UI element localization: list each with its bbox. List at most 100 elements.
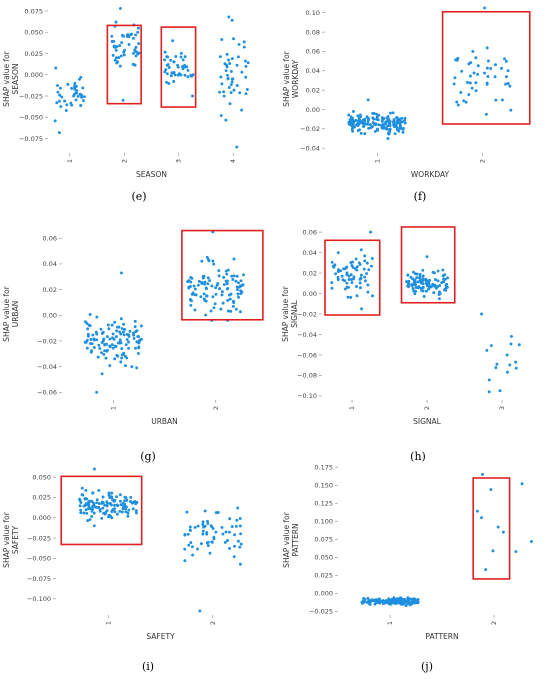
data-point <box>53 119 57 123</box>
y-tick-label: −0.02 <box>297 310 317 318</box>
data-point <box>95 338 99 342</box>
data-point <box>117 56 121 60</box>
data-point <box>193 525 197 529</box>
data-point <box>208 279 212 282</box>
data-point <box>504 82 508 86</box>
data-point <box>135 329 139 333</box>
data-point <box>384 120 388 124</box>
y-tick-label: 0.000 <box>314 590 333 598</box>
data-point <box>73 81 77 85</box>
data-point <box>136 352 140 355</box>
data-point <box>391 111 395 115</box>
data-point <box>113 58 117 62</box>
data-point <box>475 509 479 513</box>
data-point <box>401 601 405 605</box>
data-point <box>517 343 521 347</box>
data-point <box>75 89 79 93</box>
data-point <box>96 355 100 359</box>
data-point <box>105 509 109 513</box>
data-point <box>203 298 207 302</box>
data-point <box>79 511 83 515</box>
data-point <box>363 279 367 283</box>
data-point <box>510 334 513 338</box>
y-axis-label: SHAP value for <box>282 50 291 107</box>
data-point <box>452 82 456 86</box>
data-point <box>336 278 340 282</box>
data-point <box>240 108 244 112</box>
data-point <box>382 600 385 604</box>
y-tick-label: 0.050 <box>24 29 43 37</box>
panel-label: (g) <box>140 450 156 463</box>
data-point <box>129 495 133 499</box>
data-point <box>235 145 239 149</box>
data-point <box>494 98 498 102</box>
data-point <box>474 56 478 60</box>
y-tick-label: −0.04 <box>37 363 57 371</box>
panel-label: (j) <box>421 660 433 673</box>
data-point <box>403 116 407 120</box>
data-point <box>506 69 510 73</box>
data-point <box>65 103 69 107</box>
highlight-box <box>181 229 264 321</box>
data-point <box>443 287 447 291</box>
data-point <box>164 68 168 71</box>
data-point <box>102 511 106 515</box>
data-point <box>134 33 138 37</box>
data-point <box>487 59 490 63</box>
data-point <box>127 508 131 512</box>
data-point <box>167 66 171 69</box>
data-point <box>388 111 392 115</box>
data-point <box>228 546 231 550</box>
data-point <box>405 280 408 284</box>
data-point <box>436 269 440 273</box>
data-point <box>489 66 493 70</box>
data-point <box>398 596 402 600</box>
data-point <box>487 378 491 382</box>
data-point <box>211 295 215 299</box>
data-point <box>223 540 227 544</box>
data-point <box>358 118 362 122</box>
data-point <box>100 341 104 344</box>
data-point <box>225 279 229 283</box>
x-tick-label: 1 <box>386 621 394 625</box>
data-point <box>166 55 170 59</box>
x-tick-label: 3 <box>498 406 506 410</box>
data-point <box>88 313 92 316</box>
data-point <box>108 337 112 341</box>
data-point <box>227 86 231 89</box>
y-tick-label: 0.00 <box>43 312 57 320</box>
data-point <box>360 307 364 311</box>
data-point <box>367 117 371 121</box>
data-point <box>172 80 176 83</box>
data-point <box>411 286 415 290</box>
data-point <box>201 529 205 533</box>
data-point <box>118 64 122 68</box>
data-point <box>371 121 375 125</box>
data-point <box>347 285 350 289</box>
data-point <box>90 349 94 353</box>
data-point <box>108 345 112 349</box>
data-point <box>434 286 438 290</box>
data-point <box>238 562 242 566</box>
data-point <box>365 272 369 276</box>
data-point <box>368 602 372 606</box>
data-point <box>203 282 206 286</box>
data-point <box>330 286 334 290</box>
data-point <box>201 532 205 536</box>
x-tick-label: 1 <box>348 406 356 410</box>
data-point <box>78 497 81 501</box>
data-point <box>120 41 124 45</box>
data-point <box>378 599 382 603</box>
data-point <box>110 343 114 347</box>
data-point <box>110 503 113 507</box>
data-point <box>413 292 417 296</box>
data-point <box>96 505 100 509</box>
data-point <box>437 297 441 301</box>
data-point <box>229 309 233 313</box>
chart-panel-2: −0.04 −0.02 0.00 0.02 0.04 0.06 0.08 0.10 1 2 WORK… <box>282 6 531 203</box>
data-point <box>202 525 206 529</box>
data-point <box>91 333 95 337</box>
data-point <box>388 127 392 131</box>
chart-panel-1: −0.075 −0.050 −0.025 0.000 0.025 0.050 0.075 1 2… <box>2 6 250 203</box>
data-point <box>494 366 498 370</box>
